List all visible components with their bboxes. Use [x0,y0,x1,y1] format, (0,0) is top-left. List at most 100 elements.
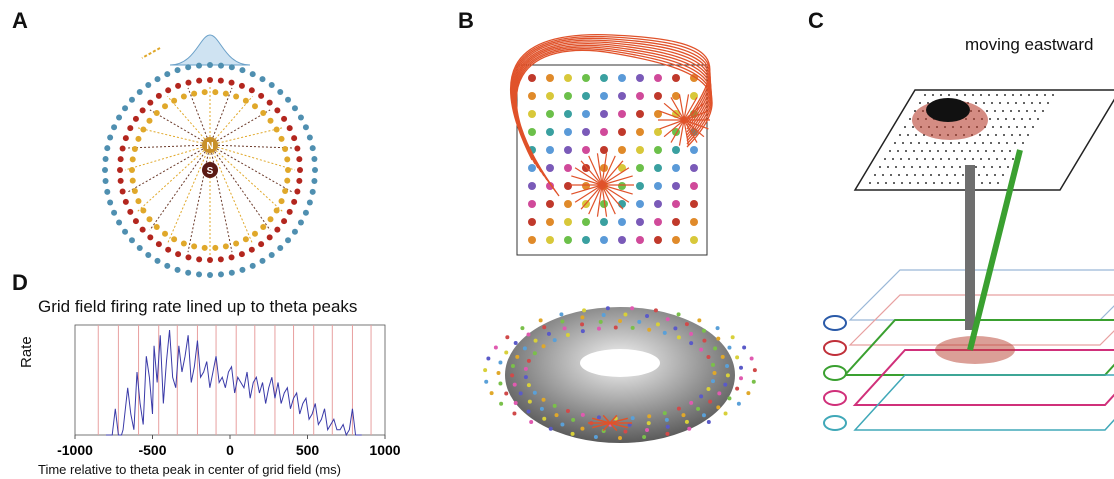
torus-neuron [665,424,670,429]
torus-neuron [701,413,706,418]
torus-neuron [713,346,718,351]
outer-ring-neuron [145,82,152,89]
layer-dot [910,142,912,144]
inner-ring-neuron [180,93,187,100]
inner-ring-neuron [201,244,208,251]
grid-neuron [600,236,608,244]
direction-icon [823,315,847,331]
torus-neuron [751,379,756,384]
connection-line [136,144,211,213]
torus-neuron [676,335,681,340]
outer-ring-neuron [107,199,114,206]
grid-frame [516,64,708,256]
burst-arrow [596,184,603,217]
torus-neuron [662,330,667,335]
layer-dot [1008,126,1010,128]
connection-line [209,144,271,231]
layer-dot [885,182,887,184]
inner-ring-neuron [171,236,178,243]
middle-ring-neuron [228,79,235,86]
middle-ring-neuron [127,208,134,215]
grid-neuron [528,92,536,100]
torus-neuron [642,434,647,439]
layer-dot [948,158,950,160]
inner-ring-neuron [212,244,219,251]
layer-dot [992,126,994,128]
layer-dot [994,174,996,176]
grid-neuron [564,74,572,82]
layer-dot [1031,102,1033,104]
torus-neuron [526,409,531,414]
torus-neuron [532,390,537,395]
torus-neuron [706,419,711,424]
burst-arrow [663,119,685,138]
torus-neuron [723,411,728,416]
grid-neuron [600,218,608,226]
torus-neuron [706,386,711,391]
burst-arrow [659,110,685,121]
layer-dot [1002,110,1004,112]
outer-ring-neuron [196,271,203,278]
torus-neuron [618,436,622,440]
grid-neuron [672,236,680,244]
layer-dot [956,158,958,160]
layer-dot [943,166,945,168]
layer-dot [1007,166,1009,168]
inner-ring-neuron [251,230,258,237]
chart-title: Grid field firing rate lined up to theta… [38,297,358,316]
grid-neuron [564,236,572,244]
layer-dot [1015,102,1017,104]
layer-dot [879,166,881,168]
inner-ring-neuron [260,224,267,231]
grid-neuron [600,92,608,100]
inner-ring-neuron [222,243,229,250]
layer-stack-diagram [823,89,1114,431]
layer-dot [961,150,963,152]
torus-neuron [684,419,689,424]
direction-arrow [141,47,161,59]
connection-line [167,96,211,146]
layer-dot [1024,126,1026,128]
layer-dot [978,174,980,176]
torus-neuron [582,308,587,313]
layer-dot [909,118,911,120]
layer-dot [1022,142,1024,144]
grid-neuron [672,74,680,82]
grid-neuron [636,74,644,82]
torus-neuron [527,399,532,404]
layer-dot [906,174,908,176]
layer-dot [1044,94,1046,96]
grid-neuron [546,164,554,172]
layer-dot [894,142,896,144]
burst-arrow [683,97,698,121]
grid-neuron [654,110,662,118]
grid-neuron [582,182,590,190]
middle-ring-neuron [238,251,245,258]
inner-ring-neuron [180,240,187,247]
layer-dot [964,94,966,96]
grid-neuron [600,200,608,208]
inner-ring-neuron [242,97,249,104]
layer-dot [912,126,914,128]
middle-ring-neuron [228,254,235,261]
inner-ring-neuron [282,188,289,195]
middle-ring-neuron [147,99,154,106]
middle-ring-neuron [207,257,213,263]
layer-dot [903,166,905,168]
layer-dot [927,102,929,104]
loop-arrow [511,39,712,173]
grid-neuron [636,218,644,226]
node-n-label: N [206,141,213,152]
middle-ring-neuron [266,234,273,241]
grid-neuron [528,236,536,244]
torus-neuron [541,344,546,349]
burst-arrow [670,119,685,143]
torus-neuron [532,351,537,356]
middle-ring-neuron [185,79,192,86]
layer-dot [948,94,950,96]
torus-neuron [542,416,547,421]
layer-dot [958,142,960,144]
layer-dot [1006,142,1008,144]
torus-neuron [512,411,517,416]
grid-neuron [654,128,662,136]
